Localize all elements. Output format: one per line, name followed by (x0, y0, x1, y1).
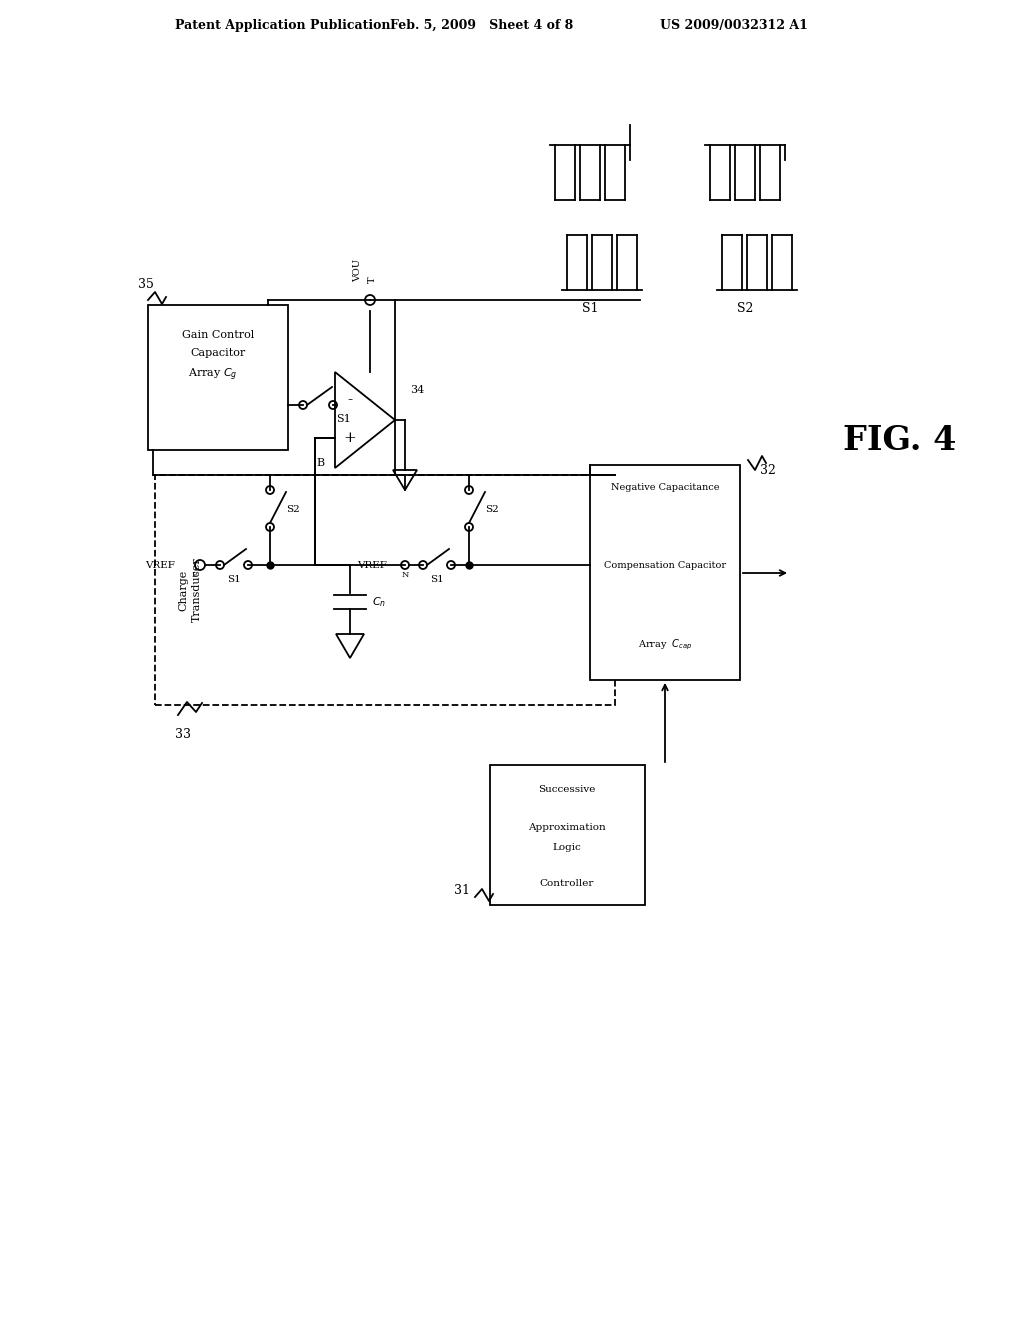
Text: P: P (193, 572, 198, 579)
Text: Charge: Charge (178, 569, 188, 611)
Text: Negative Capacitance: Negative Capacitance (610, 483, 719, 491)
Text: $C_n$: $C_n$ (372, 595, 386, 609)
Text: 32: 32 (760, 463, 776, 477)
Bar (490, 766, 645, 906)
Text: S1: S1 (582, 301, 598, 314)
Text: S2: S2 (485, 504, 499, 513)
Text: T: T (368, 277, 377, 284)
Text: S1: S1 (227, 574, 241, 583)
Text: Capacitor: Capacitor (190, 348, 246, 358)
Text: Successive: Successive (539, 785, 596, 795)
Text: Patent Application Publication: Patent Application Publication (175, 18, 390, 32)
Bar (590, 465, 740, 680)
Text: 34: 34 (410, 385, 424, 395)
Text: +: + (344, 432, 356, 445)
Text: VOU: VOU (353, 259, 362, 281)
Text: -: - (347, 393, 352, 407)
Text: S1: S1 (336, 414, 351, 424)
Text: Logic: Logic (553, 842, 582, 851)
Text: Controller: Controller (540, 879, 594, 887)
Text: Gain Control: Gain Control (182, 330, 254, 341)
Text: Array  $C_{cap}$: Array $C_{cap}$ (638, 638, 692, 652)
Text: Transducer: Transducer (193, 557, 202, 622)
Text: Approximation: Approximation (528, 822, 606, 832)
Text: Feb. 5, 2009   Sheet 4 of 8: Feb. 5, 2009 Sheet 4 of 8 (390, 18, 573, 32)
Text: VREF: VREF (357, 561, 387, 569)
Text: B: B (316, 458, 324, 469)
Text: 35: 35 (138, 279, 154, 292)
Bar (148, 305, 288, 450)
Text: 33: 33 (175, 729, 191, 742)
Text: S2: S2 (286, 504, 300, 513)
Text: 31: 31 (454, 883, 470, 896)
Text: FIG. 4: FIG. 4 (844, 424, 956, 457)
Bar (155, 475, 615, 705)
Text: N: N (402, 572, 410, 579)
Text: VREF: VREF (145, 561, 175, 569)
Text: S2: S2 (737, 301, 754, 314)
Text: Compensation Capacitor: Compensation Capacitor (604, 561, 726, 569)
Text: Array $C_g$: Array $C_g$ (188, 367, 238, 383)
Text: US 2009/0032312 A1: US 2009/0032312 A1 (660, 18, 808, 32)
Text: S1: S1 (430, 574, 443, 583)
